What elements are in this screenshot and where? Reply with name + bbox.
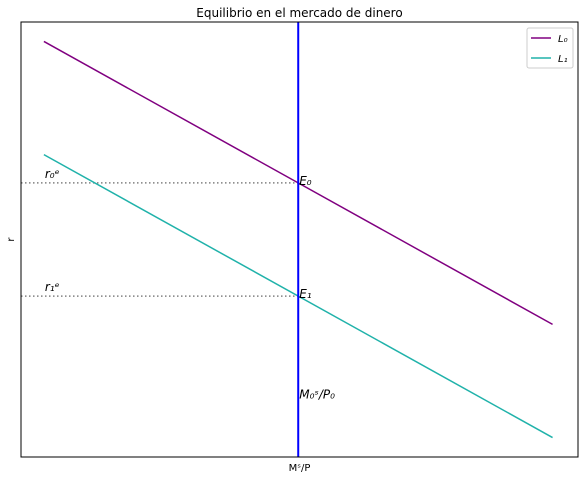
legend-label-l1: L₁ [558,54,568,65]
legend-label-l0: L₀ [558,34,568,45]
x-axis-label: Mˢ/P [289,463,311,474]
rate-label-e0: r₀ᵉ [45,167,60,181]
chart-marks: M₀ˢ/P₀ E₀ r₀ᵉ E₁ r₁ᵉ [21,22,553,457]
money-supply-label: M₀ˢ/P₀ [299,388,335,402]
rate-label-e1: r₁ᵉ [45,280,60,294]
plot-background [21,22,578,457]
plot-frame [20,21,579,458]
legend: L₀ L₁ [526,27,574,69]
equilibrium-label-e0: E₀ [299,174,312,188]
equilibrium-label-e1: E₁ [299,287,312,301]
y-axis-label: r [6,237,17,242]
chart-title: Equilibrio en el mercado de dinero [196,6,402,20]
